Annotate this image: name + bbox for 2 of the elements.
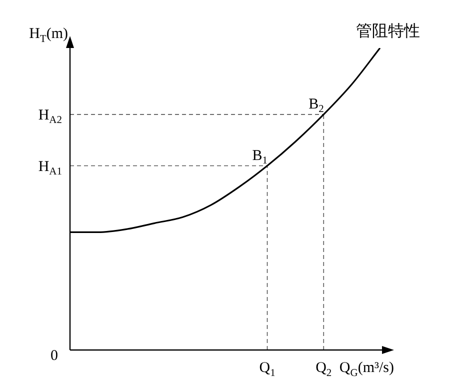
- text: 0: [50, 348, 58, 364]
- series-label: 管阻特性: [356, 22, 420, 40]
